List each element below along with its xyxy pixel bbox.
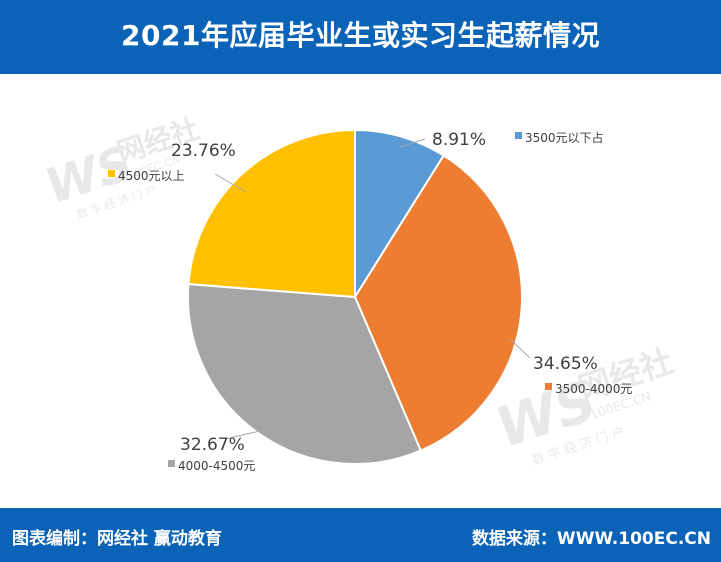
legend-swatch: [168, 460, 175, 467]
header-bar: 2021年应届毕业生或实习生起薪情况: [0, 0, 721, 74]
pie-slice-1: [354, 128, 446, 301]
chart-title: 2021年应届毕业生或实习生起薪情况: [121, 19, 600, 52]
leader-line-3: [224, 430, 261, 440]
footer-source: 数据来源：WWW.100EC.CN: [471, 529, 711, 549]
leader-line-1: [399, 138, 426, 148]
leader-line-2: [509, 338, 531, 359]
slice-category-label: 3500元以下占: [525, 130, 604, 145]
slice-percent-label: 8.91%: [432, 130, 486, 150]
slice-percent-label: 34.65%: [533, 354, 598, 374]
legend-swatch: [108, 170, 115, 177]
footer-credit: 图表编制：网经社 赢动教育: [12, 529, 222, 549]
pie-slices: [187, 128, 523, 465]
legend-swatch: [515, 132, 522, 139]
slice-category-label: 3500-4000元: [555, 382, 632, 396]
pie-slice-3: [187, 282, 423, 465]
slice-category-label: 4500元以上: [118, 169, 185, 183]
footer-bar: 图表编制：网经社 赢动教育 数据来源：WWW.100EC.CN: [0, 508, 721, 562]
slice-percent-label: 23.76%: [171, 141, 236, 161]
leader-lines: [214, 138, 531, 440]
pie-slice-4: [187, 128, 356, 299]
pie-slice-2: [353, 154, 523, 452]
slice-category-label: 4000-4500元: [178, 459, 255, 473]
slice-percent-label: 32.67%: [180, 435, 245, 455]
slice-labels: 8.91% 3500元以下占 34.65% 3500-4000元 32.67% 4000-…: [108, 130, 632, 473]
leader-line-4: [214, 173, 247, 193]
legend-swatch: [545, 383, 552, 390]
